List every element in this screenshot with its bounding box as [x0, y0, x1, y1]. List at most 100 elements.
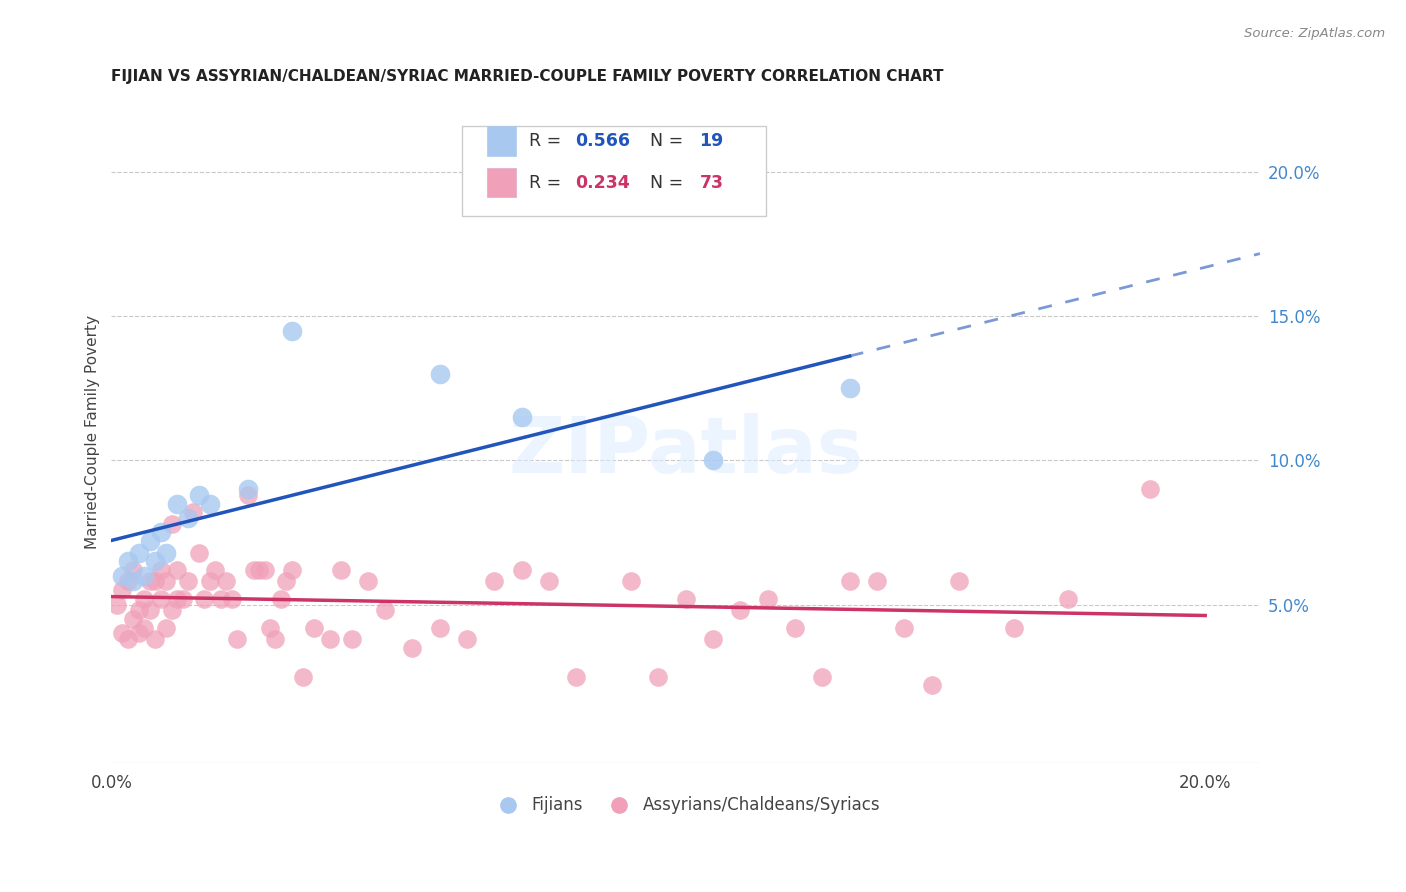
Point: [537, 574, 560, 589]
Point: [105, 598, 128, 612]
Point: [236, 482, 259, 496]
Point: [281, 324, 304, 338]
Point: [921, 678, 943, 692]
Point: [193, 591, 215, 606]
Point: [276, 574, 298, 589]
Point: [177, 511, 200, 525]
Point: [117, 554, 139, 568]
Y-axis label: Married-Couple Family Poverty: Married-Couple Family Poverty: [86, 315, 100, 549]
Point: [675, 591, 697, 606]
Point: [138, 534, 160, 549]
Point: [253, 563, 276, 577]
Text: R =: R =: [530, 174, 567, 192]
Point: [221, 591, 243, 606]
Point: [160, 603, 183, 617]
Point: [270, 591, 292, 606]
Point: [565, 670, 588, 684]
Point: [177, 574, 200, 589]
Point: [117, 632, 139, 647]
Point: [319, 632, 342, 647]
Point: [183, 505, 205, 519]
Point: [811, 670, 834, 684]
Point: [111, 583, 134, 598]
Point: [187, 488, 209, 502]
FancyBboxPatch shape: [461, 127, 766, 216]
Point: [948, 574, 970, 589]
Point: [111, 568, 134, 582]
Point: [702, 453, 724, 467]
Text: FIJIAN VS ASSYRIAN/CHALDEAN/SYRIAC MARRIED-COUPLE FAMILY POVERTY CORRELATION CHA: FIJIAN VS ASSYRIAN/CHALDEAN/SYRIAC MARRI…: [111, 69, 943, 84]
Point: [117, 574, 139, 589]
Point: [247, 563, 270, 577]
Point: [510, 410, 533, 425]
Point: [838, 381, 860, 395]
Point: [209, 591, 232, 606]
FancyBboxPatch shape: [486, 127, 516, 156]
Point: [122, 574, 145, 589]
Point: [374, 603, 396, 617]
Text: Source: ZipAtlas.com: Source: ZipAtlas.com: [1244, 27, 1385, 40]
Text: 19: 19: [699, 132, 724, 151]
Point: [756, 591, 779, 606]
Point: [134, 568, 156, 582]
Point: [198, 574, 221, 589]
Point: [155, 546, 177, 560]
Point: [187, 546, 209, 560]
Point: [730, 603, 752, 617]
Point: [134, 621, 156, 635]
Point: [166, 563, 188, 577]
Point: [122, 612, 145, 626]
Point: [838, 574, 860, 589]
Point: [783, 621, 806, 635]
Point: [340, 632, 363, 647]
Point: [281, 563, 304, 577]
Point: [198, 497, 221, 511]
Point: [149, 591, 172, 606]
Point: [166, 591, 188, 606]
Point: [111, 626, 134, 640]
Point: [215, 574, 238, 589]
Text: 0.566: 0.566: [575, 132, 630, 151]
Point: [1002, 621, 1025, 635]
Text: N =: N =: [638, 174, 689, 192]
Text: R =: R =: [530, 132, 567, 151]
Point: [893, 621, 915, 635]
Text: ZIPatlas: ZIPatlas: [508, 413, 863, 490]
Point: [143, 574, 166, 589]
Point: [1057, 591, 1080, 606]
Point: [128, 626, 150, 640]
Text: 73: 73: [699, 174, 724, 192]
Point: [226, 632, 249, 647]
Point: [134, 591, 156, 606]
Point: [357, 574, 380, 589]
Legend: Fijians, Assyrians/Chaldeans/Syriacs: Fijians, Assyrians/Chaldeans/Syriacs: [485, 789, 887, 822]
Point: [456, 632, 478, 647]
Point: [620, 574, 643, 589]
Point: [510, 563, 533, 577]
Point: [1139, 482, 1161, 496]
Point: [236, 488, 259, 502]
Text: N =: N =: [638, 132, 689, 151]
Point: [128, 603, 150, 617]
Point: [149, 563, 172, 577]
Point: [259, 621, 281, 635]
Point: [302, 621, 325, 635]
Point: [138, 603, 160, 617]
Point: [429, 367, 451, 381]
Point: [484, 574, 506, 589]
Point: [128, 546, 150, 560]
Point: [155, 621, 177, 635]
Point: [647, 670, 669, 684]
Point: [138, 574, 160, 589]
Point: [401, 640, 423, 655]
Point: [330, 563, 353, 577]
Point: [155, 574, 177, 589]
Point: [172, 591, 194, 606]
Point: [702, 632, 724, 647]
Point: [160, 516, 183, 531]
Point: [122, 563, 145, 577]
FancyBboxPatch shape: [486, 168, 516, 197]
Point: [166, 497, 188, 511]
Point: [204, 563, 226, 577]
Point: [143, 632, 166, 647]
